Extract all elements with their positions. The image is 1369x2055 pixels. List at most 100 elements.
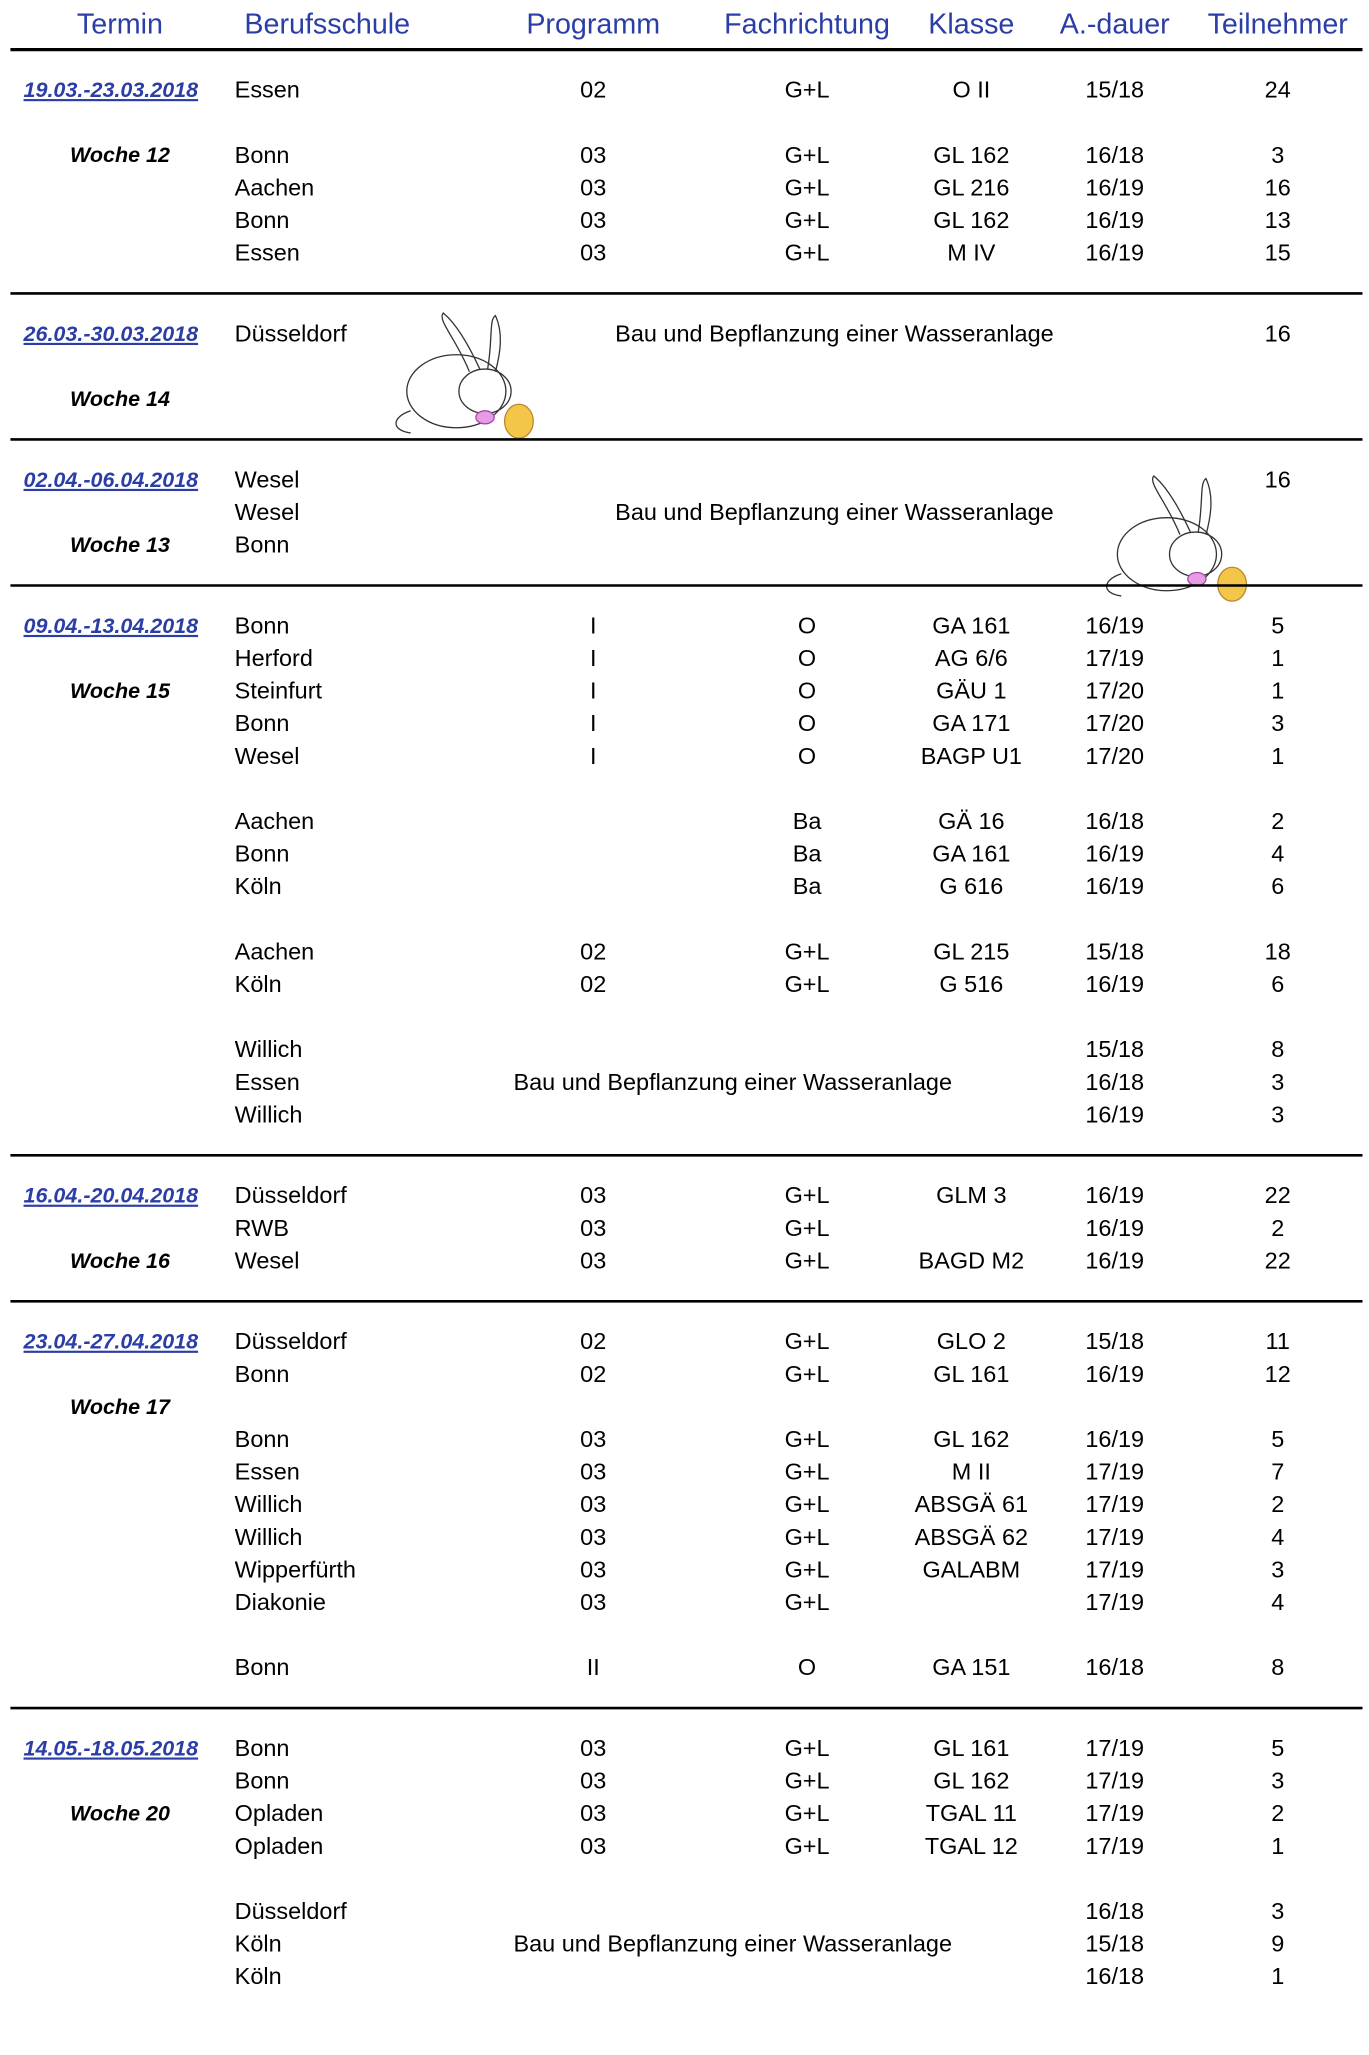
cell-klasse: G 516 xyxy=(939,971,1003,997)
cell-programm: 03 xyxy=(580,1833,606,1859)
cell-fachrichtung: G+L xyxy=(785,77,830,103)
cell-schule: Wesel xyxy=(235,1247,300,1273)
cell-fachrichtung: O xyxy=(798,612,816,638)
cell-programm: I xyxy=(590,743,597,769)
cell-teilnehmer: 1 xyxy=(1271,645,1284,671)
cell-programm: 03 xyxy=(580,1768,606,1794)
cell-dauer: 15/18 xyxy=(1085,77,1144,103)
cell-dauer: 16/19 xyxy=(1085,1101,1144,1127)
cell-schule: Opladen xyxy=(235,1800,324,1826)
cell-schule: RWB xyxy=(235,1215,289,1241)
week: Woche 15 xyxy=(70,679,171,703)
cell-klasse: GA 171 xyxy=(932,710,1010,736)
cell-teilnehmer: 7 xyxy=(1271,1459,1284,1485)
cell-klasse: AG 6/6 xyxy=(935,645,1008,671)
cell-programm: 03 xyxy=(580,1589,606,1615)
cell-dauer: 17/19 xyxy=(1085,1768,1144,1794)
cell-dauer: 15/18 xyxy=(1085,1931,1144,1957)
cell-teilnehmer: 6 xyxy=(1271,873,1284,899)
cell-klasse: GÄU 1 xyxy=(936,678,1006,704)
cell-programm: 03 xyxy=(580,240,606,266)
cell-fachrichtung: G+L xyxy=(785,1182,830,1208)
cell-schule: Aachen xyxy=(235,808,315,834)
cell-fachrichtung: O xyxy=(798,710,816,736)
cell-fachrichtung: G+L xyxy=(785,1524,830,1550)
cell-teilnehmer: 12 xyxy=(1265,1361,1291,1387)
cell-schule: Köln xyxy=(235,1963,282,1989)
cell-schule: Bonn xyxy=(235,710,290,736)
date: 23.04.-27.04.2018 xyxy=(23,1330,199,1354)
cell-klasse: GL 216 xyxy=(933,174,1009,200)
cell-programm: 03 xyxy=(580,1491,606,1517)
cell-klasse: O II xyxy=(952,77,990,103)
cell-klasse: GLM 3 xyxy=(936,1182,1006,1208)
cell-teilnehmer: 11 xyxy=(1266,1328,1290,1354)
cell-schule: Düsseldorf xyxy=(235,320,348,346)
cell-schule: Herford xyxy=(235,645,313,671)
cell-klasse: GL 162 xyxy=(933,1426,1009,1452)
cell-teilnehmer: 9 xyxy=(1271,1931,1284,1957)
bunny-illustration xyxy=(395,312,534,439)
cell-dauer: 16/19 xyxy=(1085,971,1144,997)
cell-programm: 03 xyxy=(580,142,606,168)
cell-klasse: ABSGÄ 62 xyxy=(915,1524,1028,1550)
cell-schule: Essen xyxy=(235,1459,300,1485)
cell-dauer: 17/19 xyxy=(1085,1800,1144,1826)
cell-schule: Bonn xyxy=(235,1735,290,1761)
cell-teilnehmer: 16 xyxy=(1265,466,1291,492)
cell-programm: 03 xyxy=(580,1215,606,1241)
project: Bau und Bepflanzung einer Wasseranlage xyxy=(513,1931,952,1957)
cell-schule: Köln xyxy=(235,971,282,997)
cell-dauer: 16/19 xyxy=(1085,174,1144,200)
date: 26.03.-30.03.2018 xyxy=(23,322,199,346)
cell-teilnehmer: 22 xyxy=(1265,1182,1291,1208)
cell-schule: Bonn xyxy=(235,612,290,638)
cell-schule: Bonn xyxy=(235,841,290,867)
cell-dauer: 16/19 xyxy=(1085,1426,1144,1452)
cell-teilnehmer: 1 xyxy=(1271,1833,1284,1859)
cell-dauer: 17/19 xyxy=(1085,1833,1144,1859)
cell-fachrichtung: G+L xyxy=(785,938,830,964)
cell-klasse: G 616 xyxy=(939,873,1003,899)
cell-fachrichtung: G+L xyxy=(785,1426,830,1452)
cell-teilnehmer: 22 xyxy=(1265,1247,1291,1273)
cell-teilnehmer: 18 xyxy=(1265,938,1291,964)
cell-fachrichtung: G+L xyxy=(785,1459,830,1485)
column-header: Programm xyxy=(526,9,660,41)
cell-klasse: GA 161 xyxy=(932,841,1010,867)
project: Bau und Bepflanzung einer Wasseranlage xyxy=(513,1069,952,1095)
cell-dauer: 16/18 xyxy=(1085,1898,1144,1924)
cell-teilnehmer: 3 xyxy=(1271,142,1284,168)
cell-dauer: 16/18 xyxy=(1085,1963,1144,1989)
cell-teilnehmer: 3 xyxy=(1271,1898,1284,1924)
cell-fachrichtung: G+L xyxy=(785,142,830,168)
cell-dauer: 16/19 xyxy=(1085,1247,1144,1273)
cell-fachrichtung: Ba xyxy=(793,808,823,834)
cell-fachrichtung: G+L xyxy=(785,1556,830,1582)
cell-teilnehmer: 5 xyxy=(1271,1426,1284,1452)
cell-programm: II xyxy=(587,1654,600,1680)
cell-programm: I xyxy=(590,678,597,704)
cell-schule: Aachen xyxy=(235,174,315,200)
date: 16.04.-20.04.2018 xyxy=(24,1184,199,1208)
cell-teilnehmer: 3 xyxy=(1271,1768,1284,1794)
cell-schule: Steinfurt xyxy=(235,678,323,704)
cell-schule: Bonn xyxy=(235,207,290,233)
cell-klasse: GL 161 xyxy=(933,1735,1009,1761)
cell-teilnehmer: 3 xyxy=(1271,710,1284,736)
cell-teilnehmer: 6 xyxy=(1271,971,1284,997)
cell-schule: Essen xyxy=(235,77,300,103)
column-header: Berufsschule xyxy=(244,9,410,41)
cell-programm: 03 xyxy=(580,1556,606,1582)
cell-dauer: 15/18 xyxy=(1085,1036,1144,1062)
cell-schule: Bonn xyxy=(235,532,290,558)
cell-fachrichtung: G+L xyxy=(785,1589,830,1615)
cell-dauer: 17/20 xyxy=(1085,743,1144,769)
cell-teilnehmer: 24 xyxy=(1265,77,1291,103)
cell-fachrichtung: G+L xyxy=(785,1833,830,1859)
cell-teilnehmer: 3 xyxy=(1271,1556,1284,1582)
cell-dauer: 16/18 xyxy=(1085,808,1144,834)
cell-klasse: GL 162 xyxy=(933,142,1009,168)
